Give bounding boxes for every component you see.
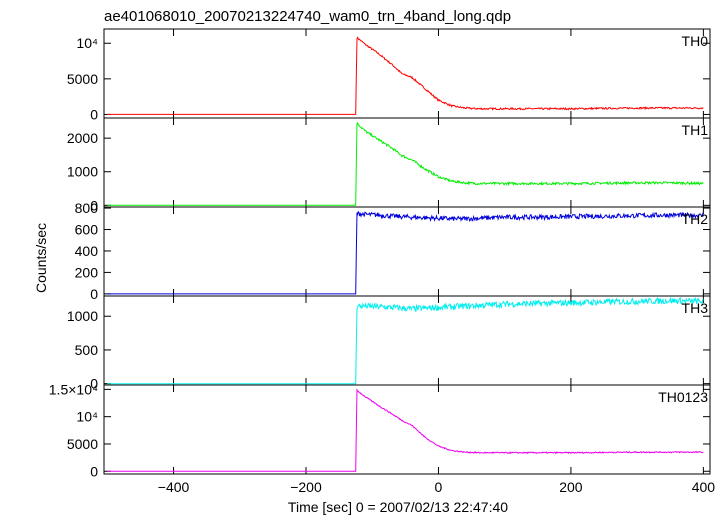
y-tick-label: 10⁴ [76, 409, 98, 425]
panel-frame [103, 117, 711, 208]
y-tick-label: 2000 [67, 130, 98, 146]
panel-label: TH0 [682, 33, 709, 49]
y-tick-label: 0 [90, 286, 98, 302]
panel-frame [103, 206, 711, 297]
panel-frame [103, 28, 711, 119]
y-tick-label: 600 [75, 222, 99, 238]
x-axis-title: Time [sec] 0 = 2007/02/13 22:47:40 [288, 499, 508, 515]
panel-label: TH2 [682, 211, 709, 227]
y-tick-label: 5000 [67, 436, 98, 452]
series-line-th0123 [107, 388, 704, 472]
y-axis-title: Counts/sec [33, 223, 49, 293]
panel-label: TH1 [682, 122, 709, 138]
panel-label: TH0123 [658, 389, 708, 405]
series-line-th3 [107, 296, 704, 385]
y-tick-label: 0 [90, 376, 98, 392]
y-tick-label: 1000 [67, 308, 98, 324]
panel-frame [103, 384, 711, 475]
y-tick-label: 0 [90, 197, 98, 213]
y-tick-label: 10⁴ [76, 35, 98, 51]
panel-th1: 0 1000 2000 TH1 [67, 117, 711, 213]
y-tick-label: 200 [75, 264, 99, 280]
panel-th0: 0 5000 10⁴ TH0 [67, 28, 711, 122]
x-tick-label: 0 [435, 479, 443, 495]
x-tick-label: −400 [158, 479, 190, 495]
panel-label: TH3 [682, 300, 709, 316]
y-tick-label: 800 [75, 200, 99, 216]
series-line-th2 [107, 210, 704, 295]
series-line-th0 [107, 36, 704, 115]
y-tick-label: 1.5×10⁴ [49, 381, 98, 397]
panel-th3: 0 500 1000 TH3 [67, 295, 711, 392]
chart-title: ae401068010_20070213224740_wam0_trn_4ban… [104, 8, 511, 25]
panel-th0123: 0 5000 10⁴ 1.5×10⁴ TH0123 [49, 381, 711, 479]
panel-th2: 0 200 400 600 800 TH2 [75, 200, 711, 302]
series-line-th1 [107, 121, 704, 206]
y-tick-label: 0 [90, 106, 98, 122]
y-tick-label: 0 [90, 463, 98, 479]
y-tick-label: 1000 [67, 164, 98, 180]
y-tick-label: 500 [75, 342, 99, 358]
x-tick-label: 400 [692, 479, 716, 495]
y-tick-label: 5000 [67, 71, 98, 87]
x-tick-label: −200 [290, 479, 322, 495]
y-tick-label: 400 [75, 243, 99, 259]
x-tick-label: 200 [559, 479, 583, 495]
